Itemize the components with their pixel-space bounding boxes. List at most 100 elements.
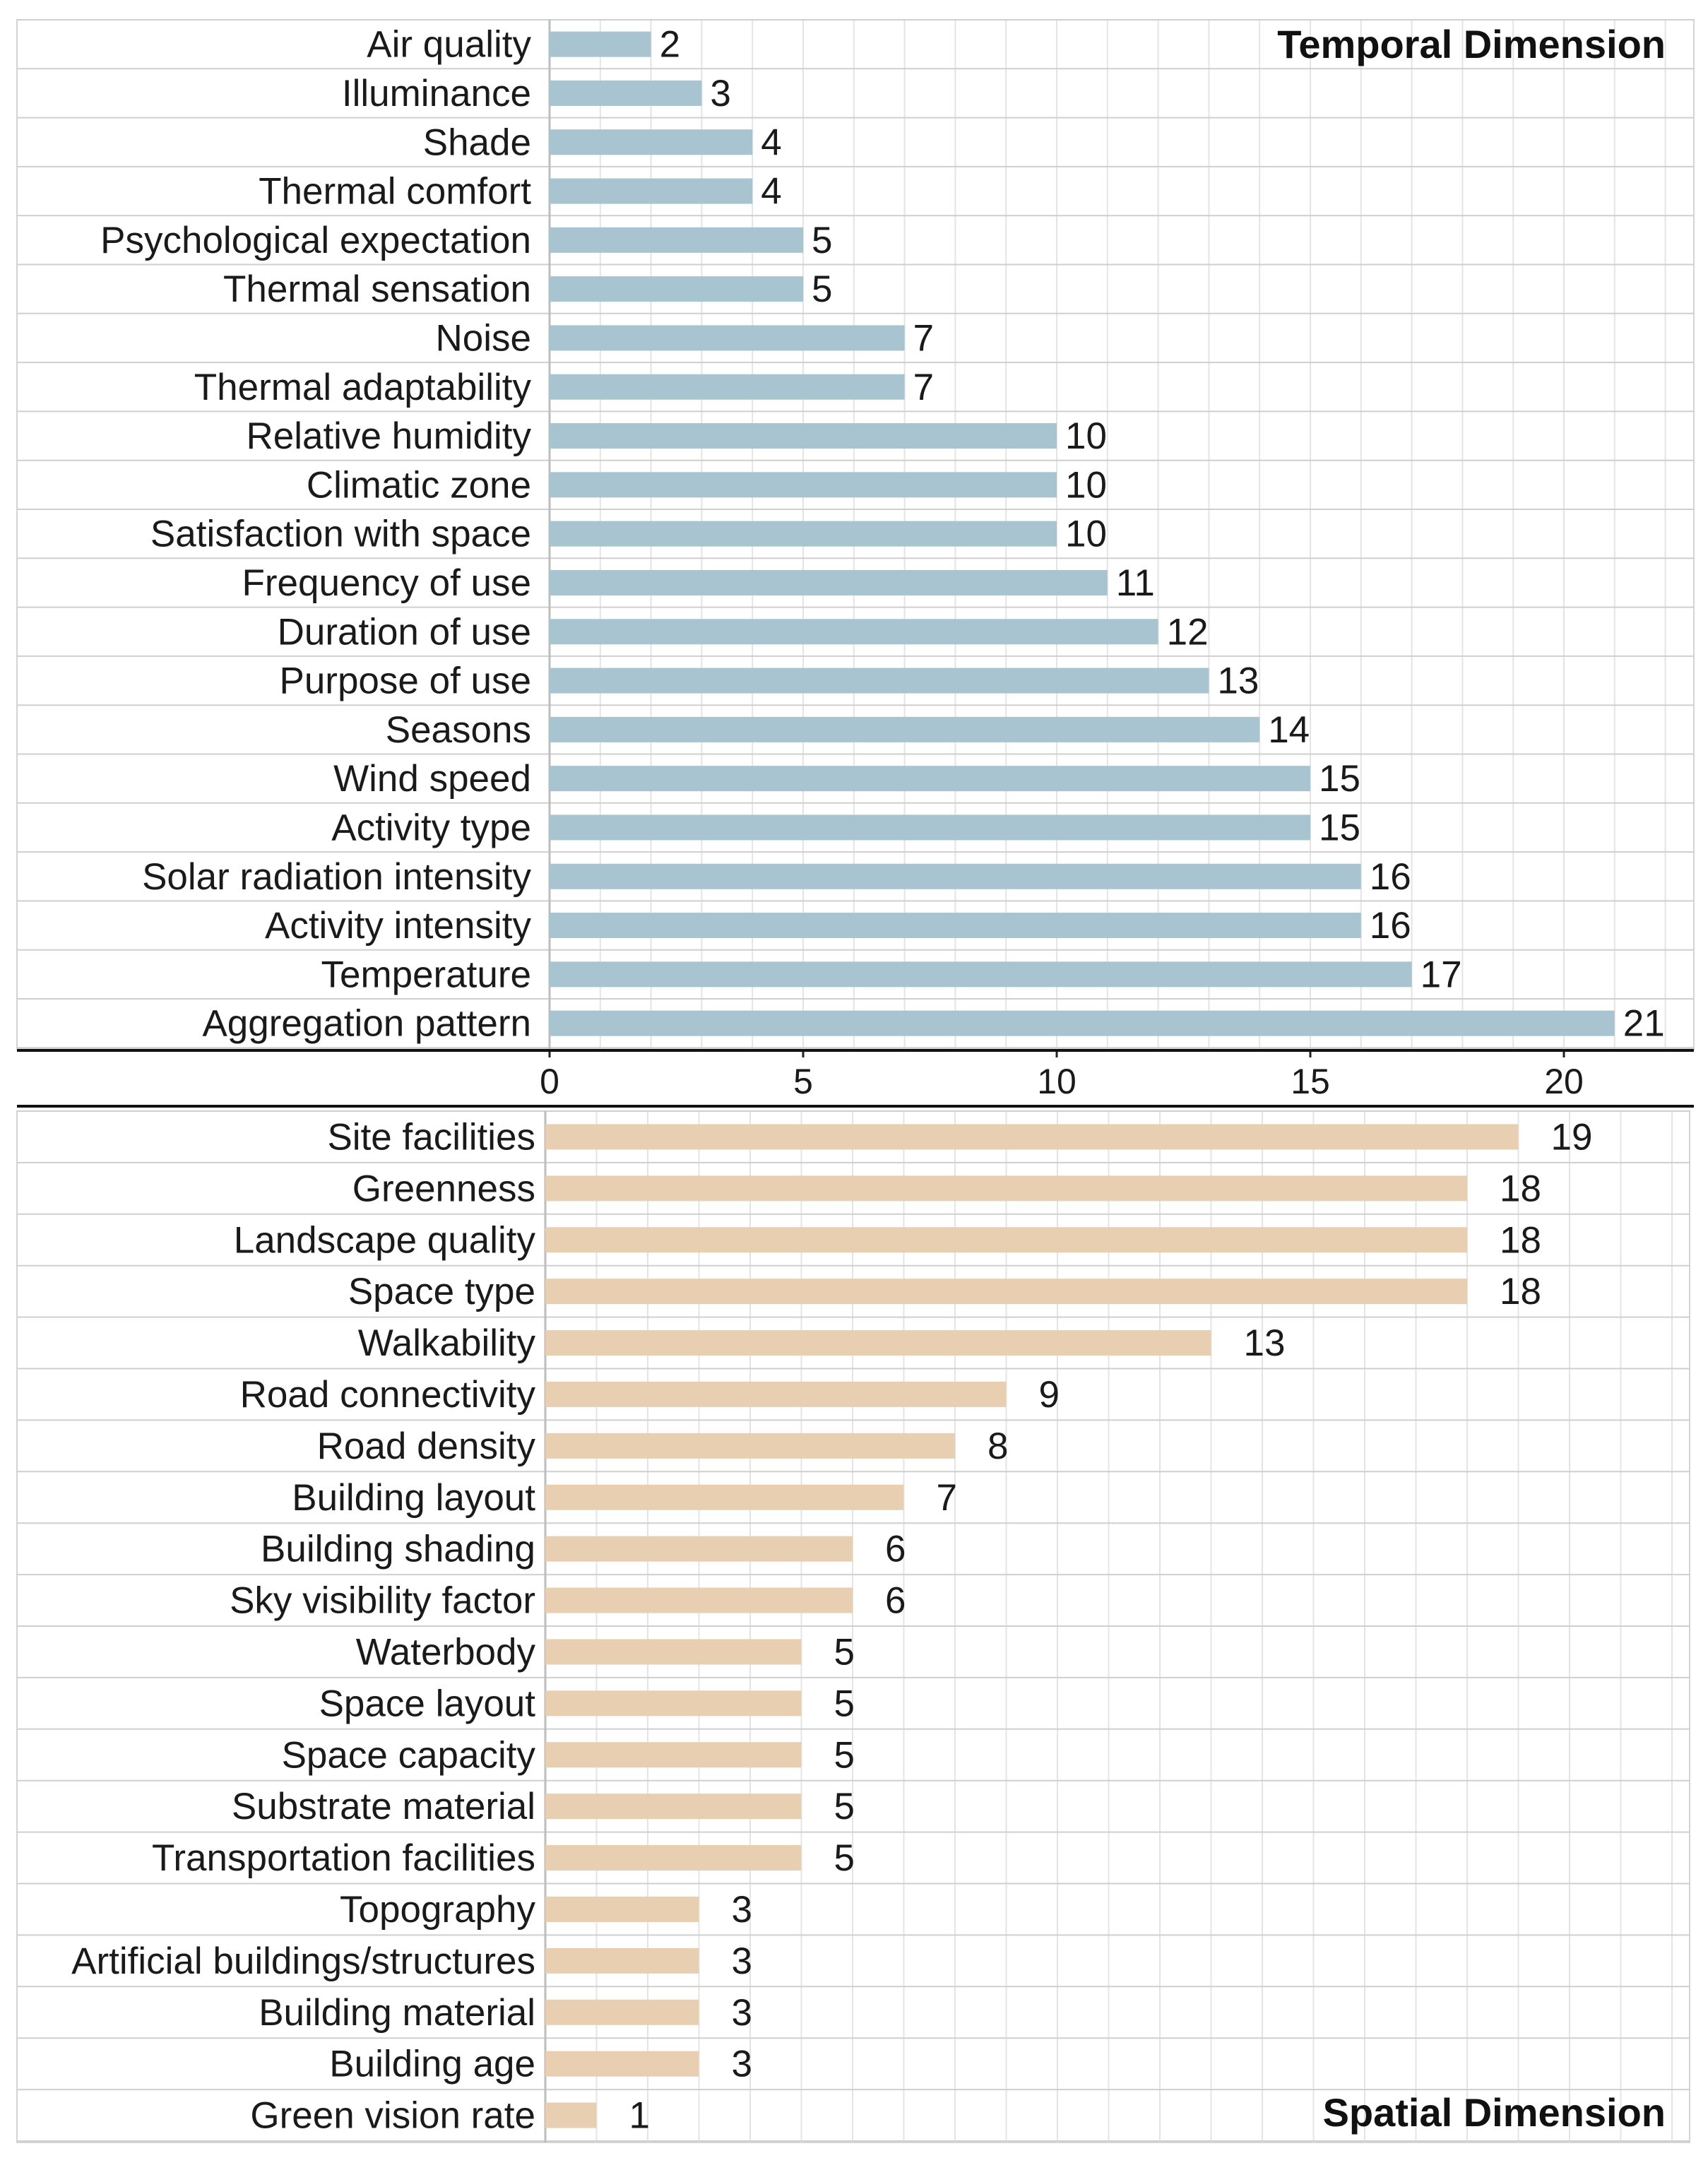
bar-frequency-of-use xyxy=(550,569,1108,595)
value-label-waterbody: 5 xyxy=(834,1631,855,1673)
category-label-space-type: Space type xyxy=(348,1271,535,1312)
value-label-topography: 3 xyxy=(732,1889,752,1931)
category-label-substrate-material: Substrate material xyxy=(232,1786,535,1827)
category-label-site-facilities: Site facilities xyxy=(327,1116,535,1158)
value-label-seasons: 14 xyxy=(1268,709,1310,751)
value-label-sky-visibility-factor: 6 xyxy=(885,1580,906,1622)
value-label-air-quality: 2 xyxy=(660,24,680,66)
value-label-aggregation-pattern: 21 xyxy=(1623,1003,1665,1045)
bar-temperature xyxy=(550,961,1412,988)
bar-thermal-comfort xyxy=(550,178,753,204)
bar-road-density xyxy=(545,1433,955,1459)
value-label-temperature: 17 xyxy=(1421,954,1462,995)
category-label-satisfaction-with-space: Satisfaction with space xyxy=(150,514,531,555)
bar-noise xyxy=(550,325,905,351)
bar-solar-radiation-intensity xyxy=(550,863,1361,889)
category-label-sky-visibility-factor: Sky visibility factor xyxy=(230,1580,535,1622)
value-label-thermal-sensation: 5 xyxy=(812,268,832,310)
value-label-building-layout: 7 xyxy=(937,1477,957,1519)
category-label-purpose-of-use: Purpose of use xyxy=(279,660,531,702)
value-label-psychological-expectation: 5 xyxy=(812,220,832,261)
bar-artificial-buildings-structures xyxy=(545,1947,699,1974)
category-label-illuminance: Illuminance xyxy=(342,73,531,114)
value-label-building-material: 3 xyxy=(732,1992,752,2034)
category-label-thermal-sensation: Thermal sensation xyxy=(223,268,531,310)
value-label-landscape-quality: 18 xyxy=(1500,1219,1541,1261)
category-label-greenness: Greenness xyxy=(352,1168,535,1209)
category-label-psychological-expectation: Psychological expectation xyxy=(100,220,531,261)
x-tick-label: 15 xyxy=(1291,1062,1330,1101)
category-label-thermal-comfort: Thermal comfort xyxy=(259,171,531,213)
bar-relative-humidity xyxy=(550,423,1057,449)
category-label-transportation-facilities: Transportation facilities xyxy=(152,1837,535,1879)
bar-shade xyxy=(550,129,753,155)
bar-thermal-adaptability xyxy=(550,374,905,400)
category-label-walkability: Walkability xyxy=(358,1322,536,1364)
category-label-duration-of-use: Duration of use xyxy=(278,611,531,653)
value-label-road-connectivity: 9 xyxy=(1039,1374,1060,1416)
value-label-noise: 7 xyxy=(913,317,934,359)
value-label-green-vision-rate: 1 xyxy=(629,2095,650,2137)
category-label-artificial-buildings-structures: Artificial buildings/structures xyxy=(71,1940,535,1982)
value-label-solar-radiation-intensity: 16 xyxy=(1370,856,1411,898)
value-label-duration-of-use: 12 xyxy=(1167,611,1209,653)
bar-air-quality xyxy=(550,31,651,57)
category-label-shade: Shade xyxy=(423,121,531,163)
category-label-topography: Topography xyxy=(340,1889,535,1931)
x-tick-label: 20 xyxy=(1544,1062,1584,1101)
bar-wind-speed xyxy=(550,766,1310,792)
value-label-artificial-buildings-structures: 3 xyxy=(732,1940,752,1982)
bar-building-layout xyxy=(545,1484,904,1510)
bar-climatic-zone xyxy=(550,472,1057,498)
category-label-green-vision-rate: Green vision rate xyxy=(250,2095,535,2137)
value-label-building-age: 3 xyxy=(732,2044,752,2085)
bar-site-facilities xyxy=(545,1124,1519,1150)
value-label-shade: 4 xyxy=(761,121,781,163)
category-label-activity-type: Activity type xyxy=(331,807,531,848)
bar-landscape-quality xyxy=(545,1227,1467,1253)
value-label-thermal-adaptability: 7 xyxy=(913,367,934,408)
bar-duration-of-use xyxy=(550,619,1158,645)
value-label-space-layout: 5 xyxy=(834,1683,855,1724)
bar-purpose-of-use xyxy=(550,668,1209,694)
value-label-road-density: 8 xyxy=(988,1425,1008,1467)
panel-title: Spatial Dimension xyxy=(1323,2090,1666,2135)
value-label-transportation-facilities: 5 xyxy=(834,1837,855,1879)
value-label-illuminance: 3 xyxy=(710,73,730,114)
value-label-climatic-zone: 10 xyxy=(1065,464,1107,506)
category-label-road-density: Road density xyxy=(317,1425,536,1467)
value-label-activity-type: 15 xyxy=(1319,807,1360,848)
category-label-solar-radiation-intensity: Solar radiation intensity xyxy=(142,856,531,898)
value-label-activity-intensity: 16 xyxy=(1370,905,1411,947)
category-label-landscape-quality: Landscape quality xyxy=(234,1219,536,1261)
bar-seasons xyxy=(550,716,1260,742)
category-label-aggregation-pattern: Aggregation pattern xyxy=(202,1003,531,1045)
category-label-building-material: Building material xyxy=(259,1992,535,2034)
bar-sky-visibility-factor xyxy=(545,1587,853,1613)
category-label-seasons: Seasons xyxy=(386,709,531,751)
category-label-noise: Noise xyxy=(435,317,531,359)
bar-building-material xyxy=(545,1999,699,2025)
x-tick-label: 5 xyxy=(793,1062,813,1101)
bar-aggregation-pattern xyxy=(550,1010,1615,1036)
x-tick-label: 0 xyxy=(540,1062,559,1101)
category-label-building-layout: Building layout xyxy=(292,1477,535,1519)
bar-thermal-sensation xyxy=(550,276,803,302)
value-label-satisfaction-with-space: 10 xyxy=(1065,514,1107,555)
bar-green-vision-rate xyxy=(545,2102,597,2128)
bar-road-connectivity xyxy=(545,1381,1007,1407)
value-label-purpose-of-use: 13 xyxy=(1217,660,1259,702)
value-label-building-shading: 6 xyxy=(885,1529,906,1570)
bar-building-shading xyxy=(545,1536,853,1562)
bar-walkability xyxy=(545,1330,1211,1356)
category-label-frequency-of-use: Frequency of use xyxy=(242,562,531,604)
category-label-activity-intensity: Activity intensity xyxy=(265,905,532,947)
value-label-greenness: 18 xyxy=(1500,1168,1541,1209)
value-label-thermal-comfort: 4 xyxy=(761,171,781,213)
category-label-building-shading: Building shading xyxy=(261,1529,535,1570)
category-label-building-age: Building age xyxy=(329,2044,535,2085)
category-label-road-connectivity: Road connectivity xyxy=(240,1374,536,1416)
value-label-frequency-of-use: 11 xyxy=(1116,562,1155,604)
category-label-wind-speed: Wind speed xyxy=(333,758,531,800)
bar-satisfaction-with-space xyxy=(550,521,1057,547)
